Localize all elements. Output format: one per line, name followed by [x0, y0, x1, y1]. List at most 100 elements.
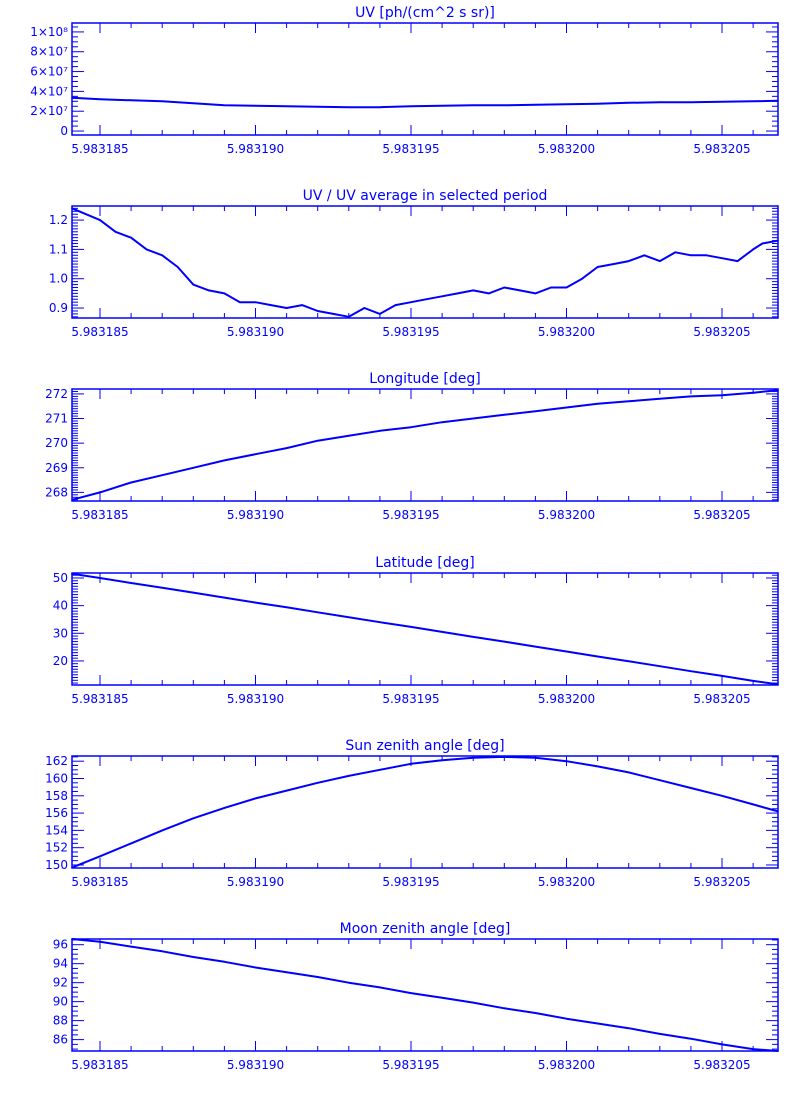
data-point: [332, 313, 335, 315]
data-point: [752, 248, 754, 251]
series-line: [71, 755, 779, 869]
data-point: [503, 286, 506, 289]
data-point: [659, 260, 661, 262]
x-tick-label: 5.983195: [382, 508, 439, 522]
data-point: [285, 971, 288, 974]
data-point: [192, 956, 195, 958]
data-point: [627, 400, 630, 403]
data-point: [425, 298, 428, 301]
panel-2: UV / UV average in selected period 5.9831…: [49, 188, 779, 339]
y-tick-label: 154: [45, 823, 68, 837]
x-tick-label: 5.983195: [382, 875, 439, 889]
data-point: [410, 626, 412, 628]
data-point: [777, 389, 779, 392]
data-point: [441, 295, 443, 298]
data-point: [379, 769, 381, 771]
data-point: [71, 573, 73, 575]
data-point: [130, 481, 132, 484]
data-point: [472, 1001, 475, 1004]
data-point: [659, 779, 661, 782]
data-point: [565, 1017, 568, 1020]
data-point: [379, 986, 381, 989]
data-point: [777, 1050, 779, 1052]
data-point: [659, 398, 661, 400]
plot-frame: [71, 388, 779, 502]
data-point: [596, 266, 599, 268]
data-point: [99, 855, 101, 858]
data-point: [161, 254, 163, 257]
x-tick-label: 5.983205: [693, 875, 750, 889]
data-point: [503, 640, 506, 643]
data-point: [472, 756, 475, 759]
data-point: [285, 789, 288, 792]
data-point: [71, 938, 73, 940]
data-point: [301, 304, 303, 306]
data-point: [472, 636, 475, 638]
data-point: [192, 283, 195, 286]
data-point: [627, 101, 630, 104]
data-point: [674, 251, 677, 254]
data-point: [316, 310, 319, 312]
y-tick-label: 152: [45, 841, 68, 855]
data-point: [503, 104, 506, 107]
y-tick-label: 1.1: [49, 242, 68, 256]
data-point: [130, 236, 132, 239]
data-point: [410, 762, 412, 765]
data-point: [565, 103, 568, 106]
data-point: [441, 631, 443, 633]
y-tick-label: 0.9: [49, 301, 68, 315]
panel-1: UV [ph/(cm^2 s sr)] 5.983185 5.983190 5.983…: [30, 5, 779, 156]
data-point: [130, 582, 132, 584]
y-tick-label: 158: [45, 789, 68, 803]
series-line: [71, 572, 779, 686]
data-point: [71, 866, 73, 869]
data-point: [348, 981, 350, 984]
data-point: [534, 645, 537, 648]
y-tick-label: 90: [53, 995, 68, 1009]
y-tick-label: 96: [53, 938, 68, 952]
panel-5: Sun zenith angle [deg] 5.983185 5.983190 5.…: [45, 738, 779, 889]
data-point: [270, 304, 272, 306]
series-line: [71, 207, 779, 318]
y-tick-label: 1.0: [49, 272, 68, 286]
x-tick-label: 5.983190: [227, 692, 284, 706]
data-point: [752, 391, 754, 394]
data-point: [627, 1027, 630, 1030]
y-tick-label: 156: [45, 806, 68, 820]
data-point: [348, 616, 350, 619]
y-tick-label: 50: [53, 571, 68, 585]
panel-6: Moon zenith angle [deg] 5.983185 5.983190 5…: [53, 921, 779, 1072]
data-point: [690, 254, 692, 257]
data-point: [581, 277, 583, 280]
data-point: [285, 307, 288, 309]
x-tick-label: 5.983185: [71, 325, 128, 339]
series-line: [71, 389, 779, 501]
data-point: [777, 683, 779, 686]
data-point: [690, 1037, 692, 1040]
data-point: [441, 104, 443, 107]
x-tick-label: 5.983185: [71, 508, 128, 522]
data-point: [254, 104, 257, 107]
y-tick-label: 94: [53, 957, 68, 971]
x-tick-label: 5.983185: [71, 875, 128, 889]
x-tick-label: 5.983205: [693, 1058, 750, 1072]
data-point: [612, 263, 614, 265]
y-tick-label: 92: [53, 976, 68, 990]
data-point: [565, 760, 568, 762]
data-point: [71, 207, 73, 210]
data-point: [565, 286, 568, 289]
data-point: [472, 289, 475, 292]
data-point: [736, 260, 739, 262]
plot-frame: [71, 572, 779, 686]
data-point: [379, 106, 381, 109]
data-point: [410, 426, 412, 428]
data-point: [394, 304, 397, 306]
data-point: [223, 596, 226, 599]
plot-frame: [71, 755, 779, 869]
data-point: [363, 307, 366, 309]
data-point: [254, 601, 257, 604]
data-point: [441, 421, 443, 424]
data-point: [690, 395, 692, 398]
data-point: [721, 794, 723, 797]
data-point: [348, 434, 350, 437]
